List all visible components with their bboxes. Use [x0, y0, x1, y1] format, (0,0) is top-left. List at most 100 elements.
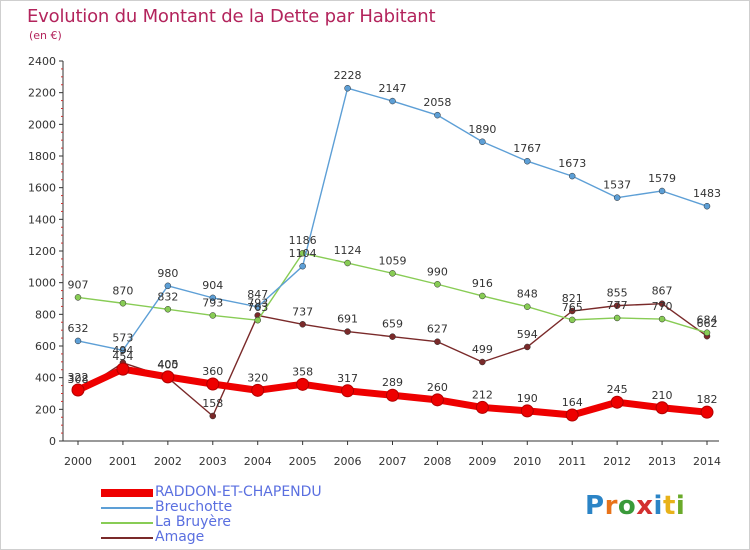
data-point-la-bruy-re [434, 281, 441, 288]
legend-label: Amage [155, 529, 205, 545]
data-label-breuchotte: 847 [247, 288, 268, 301]
x-tick-label: 2006 [334, 455, 362, 468]
chart-title: Evolution du Montant de la Dette par Hab… [27, 6, 436, 27]
y-tick-label: 1000 [28, 277, 56, 290]
data-point-raddon-et-chapendu [610, 395, 624, 409]
x-tick-label: 2009 [468, 455, 496, 468]
legend-label: Breuchotte [155, 499, 233, 515]
data-point-la-bruy-re [479, 292, 486, 300]
data-label-amage: 627 [427, 323, 448, 336]
data-point-la-bruy-re [74, 294, 82, 301]
data-point-raddon-et-chapendu [206, 377, 220, 391]
y-tick-label: 2400 [28, 55, 56, 68]
data-label-breuchotte: 904 [202, 279, 223, 292]
data-label-la-bruy-re: 763 [247, 301, 268, 314]
data-point-breuchotte [568, 172, 576, 180]
data-point-la-bruy-re [703, 329, 711, 336]
y-tick-label: 1600 [28, 182, 56, 195]
data-label-raddon-et-chapendu: 317 [337, 372, 358, 385]
y-tick-label: 1200 [28, 245, 56, 258]
legend-swatch [101, 488, 153, 497]
data-label-amage: 499 [472, 343, 493, 356]
data-point-raddon-et-chapendu [520, 404, 534, 418]
x-tick-label: 2007 [379, 455, 407, 468]
y-tick-label: 400 [35, 372, 56, 385]
data-point-amage [344, 328, 351, 335]
data-label-raddon-et-chapendu: 245 [607, 383, 628, 396]
data-point-la-bruy-re [164, 306, 172, 313]
data-label-breuchotte: 573 [112, 331, 133, 344]
data-point-raddon-et-chapendu [71, 383, 85, 397]
data-point-raddon-et-chapendu [475, 400, 489, 414]
y-tick-label: 800 [35, 308, 56, 321]
data-point-amage [613, 302, 621, 309]
legend-label: La Bruyère [155, 514, 232, 530]
data-label-raddon-et-chapendu: 405 [157, 358, 178, 371]
data-point-breuchotte [703, 202, 711, 210]
data-label-raddon-et-chapendu: 358 [292, 365, 313, 378]
data-point-breuchotte [658, 187, 666, 195]
legend-label: RADDON-ET-CHAPENDU [155, 484, 322, 500]
x-tick-label: 2013 [648, 455, 676, 468]
data-point-breuchotte [254, 303, 261, 311]
data-label-raddon-et-chapendu: 454 [112, 350, 133, 363]
x-tick-label: 2012 [603, 455, 631, 468]
data-point-la-bruy-re [613, 314, 621, 322]
data-point-amage [299, 321, 306, 328]
x-tick-label: 2005 [289, 455, 317, 468]
legend-item: Breuchotte [101, 500, 322, 515]
data-label-la-bruy-re: 765 [562, 301, 583, 314]
data-label-raddon-et-chapendu: 164 [562, 396, 583, 409]
data-point-amage [479, 358, 486, 366]
data-label-la-bruy-re: 770 [652, 300, 673, 313]
data-label-raddon-et-chapendu: 320 [247, 371, 268, 384]
data-point-la-bruy-re [344, 259, 351, 267]
data-label-raddon-et-chapendu: 260 [427, 381, 448, 394]
data-label-breuchotte: 2147 [379, 82, 407, 95]
data-point-breuchotte [344, 84, 351, 92]
x-tick-label: 2003 [199, 455, 227, 468]
data-point-raddon-et-chapendu [386, 388, 399, 402]
proxiti-logo: Proxiti [585, 491, 685, 521]
data-point-breuchotte [209, 294, 217, 302]
data-label-breuchotte: 1537 [603, 179, 631, 192]
data-label-amage: 659 [382, 318, 403, 331]
data-label-amage: 737 [292, 305, 313, 318]
chart-legend: RADDON-ET-CHAPENDU Breuchotte La Bruyère Am… [101, 485, 322, 545]
data-label-amage: 821 [562, 292, 583, 305]
data-point-raddon-et-chapendu [251, 383, 265, 397]
data-label-amage: 594 [517, 328, 538, 341]
data-point-amage [434, 338, 441, 345]
y-tick-label: 2000 [28, 118, 56, 131]
data-label-raddon-et-chapendu: 289 [382, 376, 403, 389]
logo-letter: o [617, 491, 637, 521]
data-point-la-bruy-re [254, 316, 261, 324]
legend-swatch [101, 536, 153, 539]
data-point-breuchotte [479, 138, 486, 145]
data-label-breuchotte: 1579 [648, 172, 676, 185]
data-label-la-bruy-re: 848 [517, 288, 538, 301]
data-label-la-bruy-re: 1124 [334, 244, 362, 257]
logo-letter: i [675, 491, 686, 521]
data-label-amage: 867 [652, 285, 673, 298]
data-label-breuchotte: 1673 [558, 157, 586, 170]
data-label-raddon-et-chapendu: 360 [202, 365, 223, 378]
legend-swatch [101, 506, 153, 509]
data-label-la-bruy-re: 990 [427, 265, 448, 278]
data-label-breuchotte: 1767 [513, 142, 541, 155]
line-chart: 0 200 400 600 800 1000 1200 1400 1600 1800 2000 220… [28, 55, 721, 468]
data-label-la-bruy-re: 870 [112, 284, 133, 297]
data-label-amage: 308 [68, 373, 89, 386]
legend-item: Amage [101, 530, 322, 545]
data-label-amage: 855 [607, 287, 628, 300]
data-label-la-bruy-re: 793 [202, 296, 223, 309]
data-label-amage: 691 [337, 313, 358, 326]
data-point-la-bruy-re [209, 312, 217, 319]
data-label-raddon-et-chapendu: 210 [652, 389, 673, 402]
y-tick-label: 200 [35, 403, 56, 416]
x-tick-label: 2014 [693, 455, 721, 468]
data-label-amage: 793 [247, 296, 268, 309]
data-point-raddon-et-chapendu [116, 362, 130, 376]
data-label-la-bruy-re: 907 [68, 278, 89, 291]
